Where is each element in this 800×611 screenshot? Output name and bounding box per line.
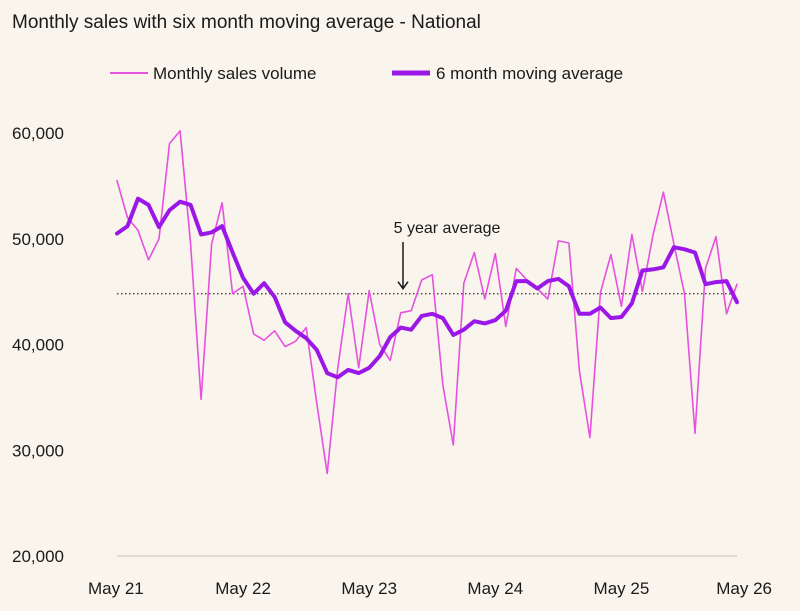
y-tick-label: 50,000: [12, 230, 64, 249]
legend-label-monthly-sales: Monthly sales volume: [153, 64, 316, 83]
legend: Monthly sales volume 6 month moving aver…: [110, 64, 623, 83]
x-tick-label: May 21: [88, 579, 144, 598]
x-tick-label: May 22: [215, 579, 271, 598]
y-tick-label: 30,000: [12, 441, 64, 460]
x-axis-ticks: May 21 May 22 May 23 May 24 May 25 May 26: [88, 579, 772, 598]
x-tick-label: May 26: [716, 579, 772, 598]
legend-label-moving-average: 6 month moving average: [436, 64, 623, 83]
annotation-arrow-head: [397, 281, 409, 291]
series-line-moving-average: [115, 196, 739, 380]
x-tick-label: May 23: [341, 579, 397, 598]
y-tick-label: 40,000: [12, 336, 64, 355]
y-tick-label: 20,000: [12, 547, 64, 566]
series-line-monthly-sales: [116, 130, 738, 475]
y-axis-ticks: 20,000 30,000 40,000 50,000 60,000: [12, 124, 64, 566]
chart-title: Monthly sales with six month moving aver…: [12, 12, 481, 33]
five-year-average-label: 5 year average: [394, 220, 501, 237]
series-lines: [115, 130, 739, 475]
x-tick-label: May 25: [594, 579, 650, 598]
y-tick-label: 60,000: [12, 124, 64, 143]
x-tick-label: May 24: [467, 579, 523, 598]
